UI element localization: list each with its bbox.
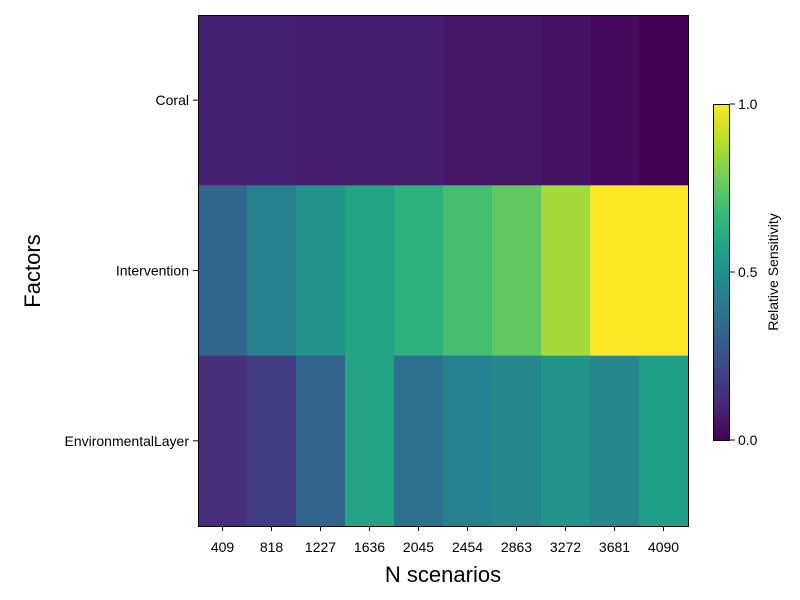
heatmap-cell [492, 15, 542, 186]
plot-frame [198, 15, 689, 527]
colorbar-title: Relative Sensitivity [765, 213, 781, 331]
heatmap-cell [541, 185, 591, 357]
heatmap-cell [443, 15, 493, 186]
heatmap-cell [296, 15, 346, 186]
heatmap-cell [345, 355, 395, 527]
heatmap-cell [541, 355, 591, 527]
heatmap-cell [590, 15, 640, 186]
heatmap-cell [394, 15, 444, 186]
y-axis-ticks: Coral Intervention EnvironmentalLayer [64, 92, 198, 449]
colorbar-tick-label: 0.0 [738, 432, 758, 448]
heatmap-cell [443, 185, 493, 357]
heatmap-cell [394, 355, 444, 527]
x-tick-label: 3681 [599, 539, 630, 555]
y-tick-label: Coral [156, 92, 189, 108]
x-tick-label: 1636 [354, 539, 385, 555]
x-tick-label: 2045 [403, 539, 434, 555]
heatmap-cell [198, 185, 248, 357]
heatmap-cell [590, 355, 640, 527]
heatmap-cell [492, 185, 542, 357]
x-tick-label: 2863 [501, 539, 532, 555]
heatmap-cell [639, 15, 689, 186]
colorbar-tick-label: 1.0 [738, 96, 758, 112]
heatmap-cell [198, 15, 248, 186]
colorbar [713, 104, 730, 441]
heatmap-cell [492, 355, 542, 527]
heatmap-cell [247, 185, 297, 357]
x-axis-ticks: 409 818 1227 1636 2045 2454 2863 3272 3681 4090 [211, 526, 679, 555]
heatmap-cell [345, 15, 395, 186]
heatmap-cell [443, 355, 493, 527]
x-tick-label: 3272 [550, 539, 581, 555]
y-axis-title: Factors [20, 234, 45, 307]
x-tick-label: 409 [211, 539, 235, 555]
x-tick-label: 4090 [648, 539, 679, 555]
heatmap-cell [296, 355, 346, 527]
y-tick-label: EnvironmentalLayer [64, 433, 189, 449]
heatmap-cell [394, 185, 444, 357]
heatmap-cell [296, 185, 346, 357]
x-tick-label: 818 [260, 539, 284, 555]
heatmap-cell [639, 185, 689, 357]
heatmap-cell [541, 15, 591, 186]
heatmap-cell [590, 185, 640, 357]
x-tick-label: 2454 [452, 539, 483, 555]
y-tick-label: Intervention [116, 263, 189, 279]
heatmap-cell [247, 355, 297, 527]
colorbar-ticks: 0.0 0.5 1.0 [730, 96, 758, 448]
heatmap-cell [198, 355, 248, 527]
heatmap-cells [198, 15, 689, 527]
x-axis-title: N scenarios [385, 562, 501, 587]
colorbar-tick-label: 0.5 [738, 264, 758, 280]
heatmap-cell [247, 15, 297, 186]
x-tick-label: 1227 [305, 539, 336, 555]
heatmap-cell [345, 185, 395, 357]
heatmap-cell [639, 355, 689, 527]
